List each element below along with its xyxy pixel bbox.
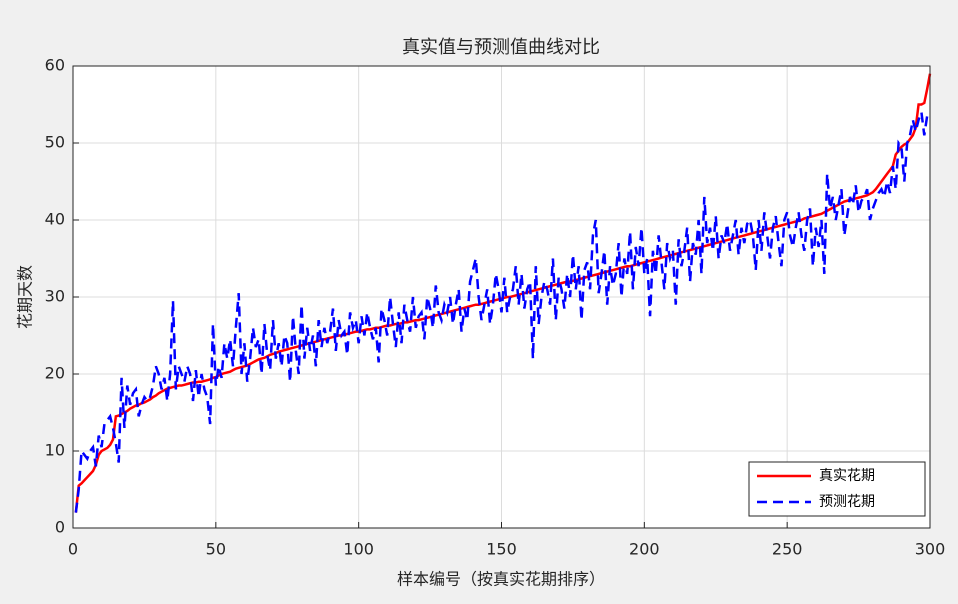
y-tick-label: 50: [45, 133, 65, 152]
ticks: 0 50 100 150 200 250 300 0 10 20 30 40 50 60: [45, 56, 946, 559]
legend-label: 真实花期: [819, 468, 875, 484]
y-tick-label: 40: [45, 210, 65, 229]
x-tick-label: 50: [206, 540, 226, 559]
x-axis-label: 样本编号（按真实花期排序）: [397, 570, 605, 589]
x-tick-label: 200: [629, 540, 660, 559]
y-tick-label: 30: [45, 287, 65, 306]
x-tick-label: 300: [915, 540, 946, 559]
x-tick-label: 250: [772, 540, 803, 559]
y-axis-label: 花期天数: [16, 265, 35, 329]
series-line: [74, 111, 932, 513]
x-tick-label: 100: [343, 540, 374, 559]
y-tick-label: 10: [45, 441, 65, 460]
y-tick-label: 20: [45, 364, 65, 383]
x-tick-label: 150: [486, 540, 517, 559]
legend-box: [748, 461, 926, 517]
x-tick-label: 0: [68, 540, 78, 559]
y-tick-label: 60: [45, 56, 65, 75]
y-tick-label: 0: [55, 518, 65, 537]
legend-label: 预测花期: [819, 494, 875, 510]
chart-title: 真实值与预测值曲线对比: [402, 37, 600, 58]
lines: [74, 73, 932, 513]
